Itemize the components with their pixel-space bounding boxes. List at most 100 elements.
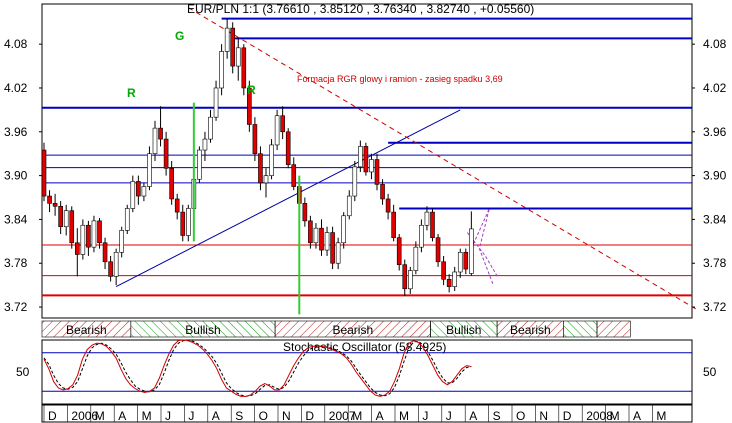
candle-body xyxy=(224,27,230,52)
candle-body xyxy=(124,208,130,231)
x-tick-label: A xyxy=(212,409,220,423)
stochastic-panel-frame xyxy=(41,339,693,405)
x-tick-label: J xyxy=(422,409,428,423)
candle-body xyxy=(385,198,391,213)
y-tick-label-left: 4.08 xyxy=(4,37,28,51)
x-tick-label: A xyxy=(376,409,384,423)
candle-body xyxy=(319,227,324,251)
pattern-label-right-shoulder: R xyxy=(247,83,256,97)
candle-body xyxy=(219,51,224,89)
chart-title: EUR/PLN 1:1 (3.76610 , 3.85120 , 3.76340… xyxy=(187,2,534,16)
candle-body xyxy=(47,195,52,204)
x-tick-label: O xyxy=(516,409,525,423)
x-tick-label: A xyxy=(118,409,126,423)
candle-body xyxy=(402,264,408,290)
y-tick-label-left: 4.02 xyxy=(4,81,28,95)
candle-body xyxy=(435,237,441,263)
candle-body xyxy=(58,205,63,228)
candle-body xyxy=(391,211,396,238)
candle-body xyxy=(75,242,80,255)
candle-body xyxy=(230,27,235,67)
candle-body xyxy=(208,116,213,140)
candle-body xyxy=(380,184,385,200)
candle-body xyxy=(335,242,341,264)
candle-body xyxy=(69,210,75,244)
y-tick-label-left: 3.84 xyxy=(4,212,28,226)
candle-body xyxy=(235,47,241,67)
candle-body xyxy=(80,224,86,255)
regime-label: Bearish xyxy=(66,323,107,337)
candle-body xyxy=(186,208,191,236)
y-tick-label-left: 3.90 xyxy=(4,169,28,183)
candle-body xyxy=(280,115,285,133)
stochastic-title: Stochastic Oscillator (58.4925) xyxy=(283,340,446,354)
regime-label: Bullish xyxy=(185,323,220,337)
candle-body xyxy=(396,237,402,265)
candle-body xyxy=(269,144,274,176)
x-tick-label: 2008 xyxy=(586,409,613,423)
x-tick-label: J xyxy=(446,409,452,423)
y-tick-label-right: 4.08 xyxy=(703,37,727,51)
regime-label: Bearish xyxy=(332,323,373,337)
x-tick-label: M xyxy=(352,409,362,423)
x-tick-label: A xyxy=(633,409,641,423)
candle-body xyxy=(274,115,280,146)
candle-body xyxy=(163,138,169,169)
candle-body xyxy=(247,87,252,125)
x-tick-label: S xyxy=(493,409,501,423)
candle-body xyxy=(152,127,158,154)
x-tick-label: J xyxy=(188,409,194,423)
x-tick-label: D xyxy=(563,409,572,423)
candle-body xyxy=(130,181,136,209)
candle-body xyxy=(141,186,147,197)
y-tick-label-right: 3.96 xyxy=(703,125,727,139)
candle-body xyxy=(86,224,91,248)
candle-body xyxy=(363,146,369,173)
candle-body xyxy=(457,251,463,273)
candle-body xyxy=(407,270,413,290)
x-tick-label: D xyxy=(48,409,57,423)
candle-body xyxy=(169,168,174,200)
x-tick-label: O xyxy=(259,409,268,423)
x-tick-label: J xyxy=(165,409,171,423)
candle-body xyxy=(352,166,358,197)
candle-body xyxy=(369,159,374,173)
candle-body xyxy=(136,181,141,197)
candle-body xyxy=(330,232,335,264)
candle-body xyxy=(252,124,258,154)
candle-body xyxy=(308,220,313,244)
candle-body xyxy=(41,149,47,197)
candle-body xyxy=(441,261,446,280)
time-axis-frame xyxy=(41,404,693,423)
candle-body xyxy=(341,215,347,244)
candle-body xyxy=(424,211,430,226)
pattern-label-head: G xyxy=(175,29,184,43)
candle-body xyxy=(102,242,108,263)
stoch-tick-label-right: 50 xyxy=(703,365,717,379)
candle-body xyxy=(241,47,247,89)
candle-body xyxy=(97,220,102,244)
x-tick-label: M xyxy=(610,409,620,423)
regime-label: Bearish xyxy=(510,323,551,337)
candle-body xyxy=(302,203,308,222)
y-tick-label-right: 4.02 xyxy=(703,81,727,95)
candle-body xyxy=(202,138,208,151)
candle-body xyxy=(258,153,263,184)
x-tick-label: S xyxy=(235,409,243,423)
candle-body xyxy=(313,227,319,244)
candle-body xyxy=(108,261,113,277)
x-tick-label: M xyxy=(142,409,152,423)
candle-body xyxy=(158,127,163,140)
candle-body xyxy=(446,278,452,287)
candle-body xyxy=(119,230,124,253)
y-tick-label-right: 3.72 xyxy=(703,300,727,314)
x-tick-label: M xyxy=(399,409,409,423)
candle-body xyxy=(52,203,58,207)
candle-body xyxy=(358,146,363,168)
y-tick-label-right: 3.84 xyxy=(703,212,727,226)
annotation-text: Formacja RGR glowy i ramion - zasieg spa… xyxy=(297,74,503,84)
candle-body xyxy=(213,87,219,118)
x-tick-label: M xyxy=(95,409,105,423)
y-tick-label-right: 3.78 xyxy=(703,256,727,270)
